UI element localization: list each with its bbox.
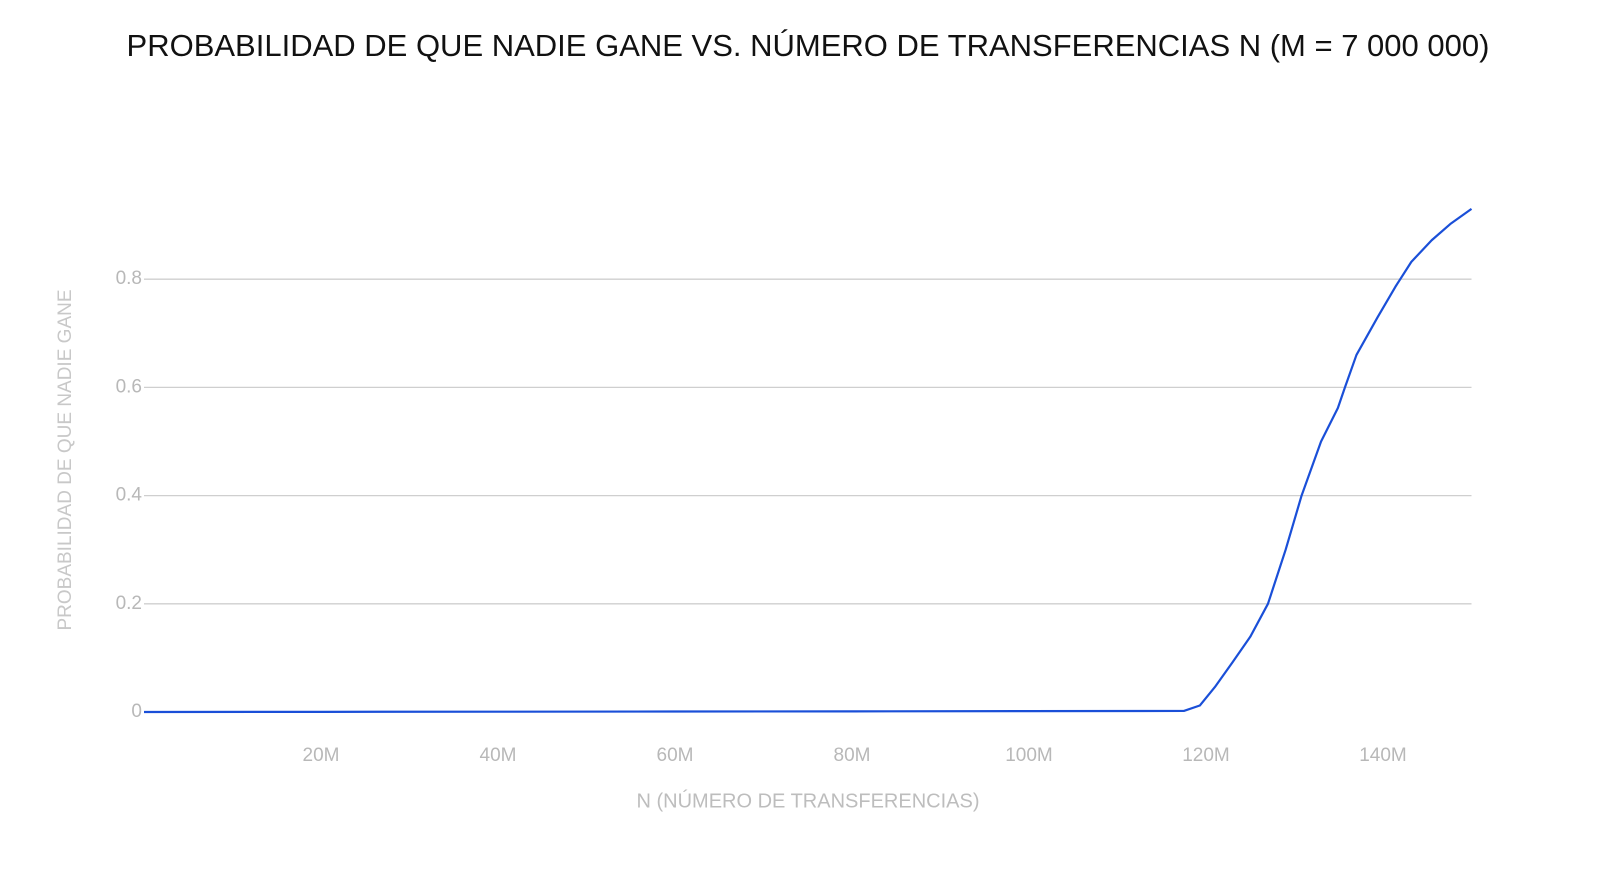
x-tick-label: 80M — [834, 745, 871, 766]
y-tick-label: 0.6 — [116, 376, 142, 397]
y-tick-label: 0.2 — [116, 593, 142, 614]
x-tick-label: 60M — [657, 745, 694, 766]
y-axis-label: PROBABILIDAD DE QUE NADIE GANE — [55, 289, 76, 630]
y-tick-label: 0 — [131, 701, 142, 722]
x-tick-label: 100M — [1005, 745, 1053, 766]
x-tick-label: 40M — [480, 745, 517, 766]
x-tick-label: 140M — [1359, 745, 1407, 766]
chart-title: PROBABILIDAD DE QUE NADIE GANE VS. NÚMER… — [127, 28, 1490, 63]
x-tick-label: 120M — [1182, 745, 1230, 766]
x-axis-label: N (NÚMERO DE TRANSFERENCIAS) — [637, 789, 980, 812]
data-line — [143, 207, 1473, 714]
y-tick-label: 0.4 — [116, 485, 143, 506]
x-tick-label: 20M — [303, 745, 340, 766]
y-tick-label: 0.8 — [116, 268, 142, 289]
